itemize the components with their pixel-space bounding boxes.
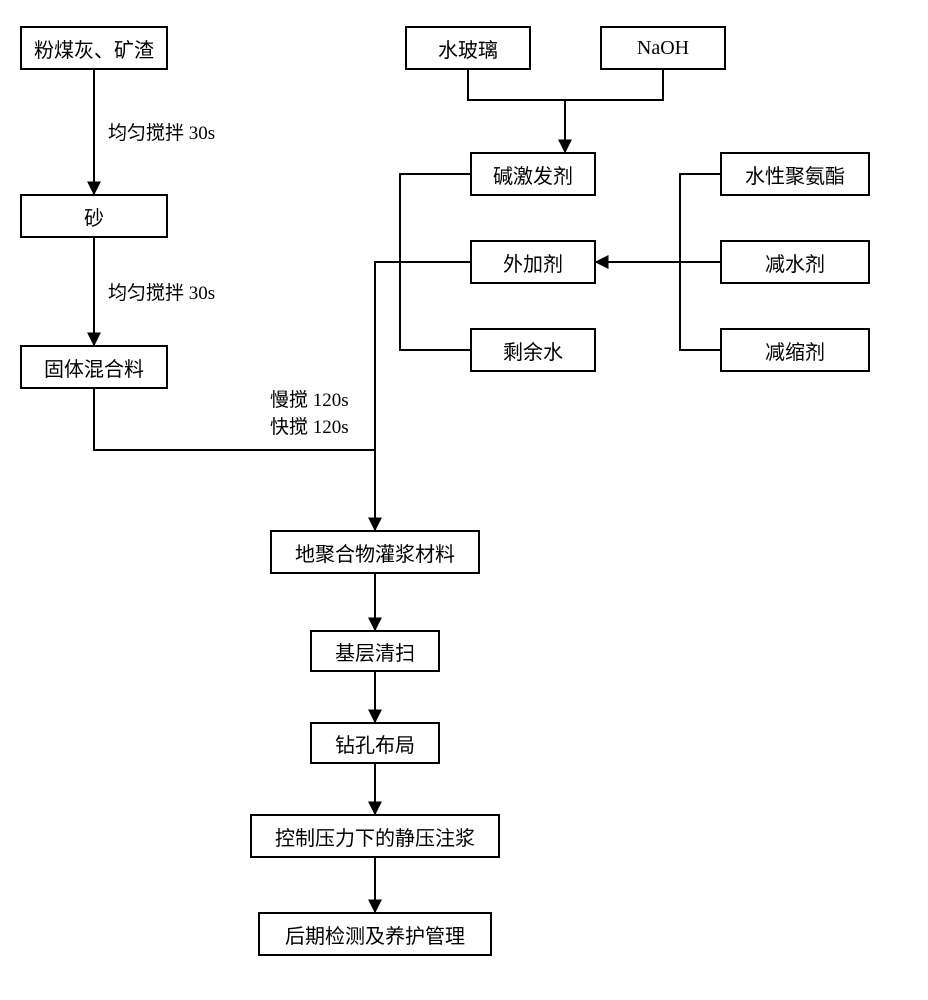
- node-label: 水性聚氨酯: [745, 160, 845, 189]
- node-label: 基层清扫: [335, 637, 415, 666]
- node-remaining-water: 剩余水: [470, 328, 596, 372]
- node-additive: 外加剂: [470, 240, 596, 284]
- edge-label-slow-fast-mix: 慢搅 120s 快搅 120s: [270, 388, 349, 441]
- node-label: NaOH: [637, 37, 689, 60]
- node-label: 固体混合料: [44, 353, 144, 382]
- edge-label-mix30-2: 均匀搅拌 30s: [108, 278, 215, 305]
- node-post-inspection: 后期检测及养护管理: [258, 912, 492, 956]
- node-alkali-activator: 碱激发剂: [470, 152, 596, 196]
- node-label: 碱激发剂: [493, 160, 573, 189]
- node-static-pressure-grouting: 控制压力下的静压注浆: [250, 814, 500, 858]
- node-label: 减缩剂: [765, 336, 825, 365]
- node-drilling-layout: 钻孔布局: [310, 722, 440, 764]
- node-label: 钻孔布局: [335, 729, 415, 758]
- node-label: 减水剂: [765, 248, 825, 277]
- node-water-reducer: 减水剂: [720, 240, 870, 284]
- node-polyurethane: 水性聚氨酯: [720, 152, 870, 196]
- node-shrinkage-reducer: 减缩剂: [720, 328, 870, 372]
- node-naoh: NaOH: [600, 26, 726, 70]
- node-label: 粉煤灰、矿渣: [34, 34, 154, 63]
- node-label: 外加剂: [503, 248, 563, 277]
- node-water-glass: 水玻璃: [405, 26, 531, 70]
- node-flyash-slag: 粉煤灰、矿渣: [20, 26, 168, 70]
- node-base-cleaning: 基层清扫: [310, 630, 440, 672]
- node-label: 地聚合物灌浆材料: [295, 538, 455, 567]
- edge-label-mix30-1: 均匀搅拌 30s: [108, 118, 215, 145]
- node-label: 控制压力下的静压注浆: [275, 822, 475, 851]
- node-solid-mix: 固体混合料: [20, 345, 168, 389]
- node-label: 后期检测及养护管理: [285, 920, 465, 949]
- node-geopolymer-grout: 地聚合物灌浆材料: [270, 530, 480, 574]
- node-label: 砂: [84, 202, 104, 231]
- node-label: 剩余水: [503, 336, 563, 365]
- node-sand: 砂: [20, 194, 168, 238]
- node-label: 水玻璃: [438, 34, 498, 63]
